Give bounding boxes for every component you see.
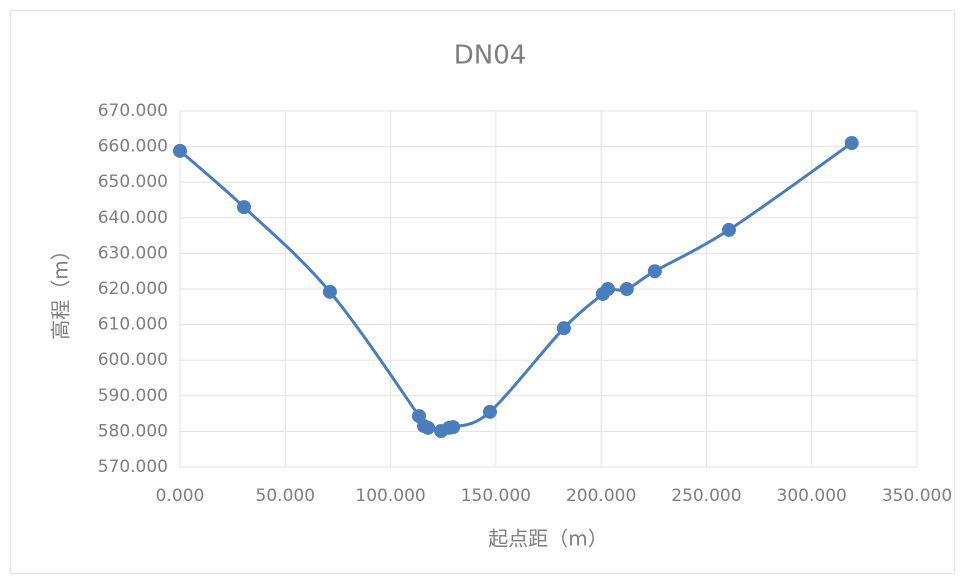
x-tick-label: 50.000 <box>256 486 315 506</box>
y-tick-label: 660.000 <box>98 137 168 157</box>
x-tick-label: 250.000 <box>671 486 741 506</box>
y-tick-label: 630.000 <box>98 243 168 263</box>
data-point <box>556 321 571 336</box>
data-point <box>322 284 337 299</box>
x-tick-label: 0.000 <box>156 486 205 506</box>
data-point <box>721 222 736 237</box>
y-tick-label: 670.000 <box>98 101 168 121</box>
y-tick-label: 570.000 <box>98 457 168 477</box>
y-axis-label: 高程（m） <box>49 240 73 339</box>
x-axis-label: 起点距（m） <box>488 527 607 551</box>
y-tick-label: 580.000 <box>98 421 168 441</box>
y-tick-label: 610.000 <box>98 315 168 335</box>
data-point <box>173 143 187 158</box>
data-point <box>844 136 859 151</box>
x-tick-label: 200.000 <box>566 486 636 506</box>
y-tick-label: 640.000 <box>98 208 168 228</box>
x-tick-label: 150.000 <box>461 486 531 506</box>
data-point <box>237 200 252 215</box>
data-point <box>647 264 662 279</box>
y-tick-label: 590.000 <box>98 386 168 406</box>
chart-title: DN04 <box>454 41 527 71</box>
y-tick-label: 620.000 <box>98 279 168 299</box>
data-point <box>619 282 634 296</box>
x-tick-label: 300.000 <box>777 486 847 506</box>
y-tick-label: 650.000 <box>98 172 168 192</box>
data-point <box>446 420 461 435</box>
data-point <box>421 420 436 435</box>
y-tick-label: 600.000 <box>98 350 168 370</box>
x-tick-label: 100.000 <box>355 486 425 506</box>
data-point <box>600 282 615 296</box>
chart-frame <box>10 10 955 574</box>
x-tick-label: 350.000 <box>882 486 952 506</box>
data-point <box>482 404 497 419</box>
